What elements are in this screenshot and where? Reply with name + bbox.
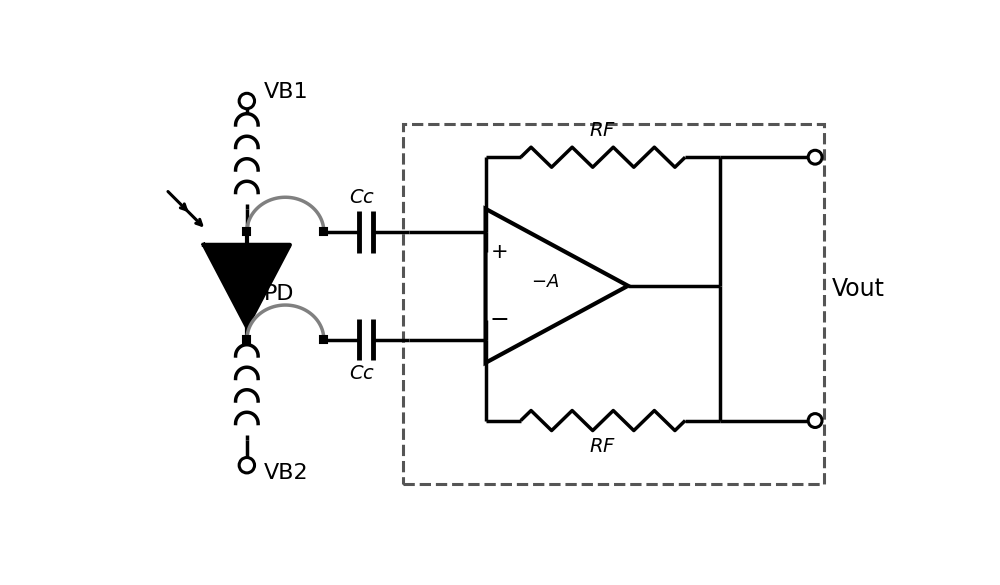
Bar xyxy=(243,336,250,343)
Text: $Cc$: $Cc$ xyxy=(349,188,375,207)
Text: VB2: VB2 xyxy=(264,463,308,483)
Text: −: − xyxy=(490,308,509,332)
Text: Vout: Vout xyxy=(832,277,885,301)
Bar xyxy=(243,228,250,235)
Text: VB1: VB1 xyxy=(264,82,308,102)
Text: PD: PD xyxy=(264,284,294,304)
Text: $Cc$: $Cc$ xyxy=(349,364,375,383)
Bar xyxy=(320,336,327,343)
Text: +: + xyxy=(491,242,508,262)
Text: $-A$: $-A$ xyxy=(531,273,559,291)
Text: $RF$: $RF$ xyxy=(589,438,616,456)
Text: $RF$: $RF$ xyxy=(589,121,616,139)
Polygon shape xyxy=(204,245,290,327)
Bar xyxy=(320,228,327,235)
